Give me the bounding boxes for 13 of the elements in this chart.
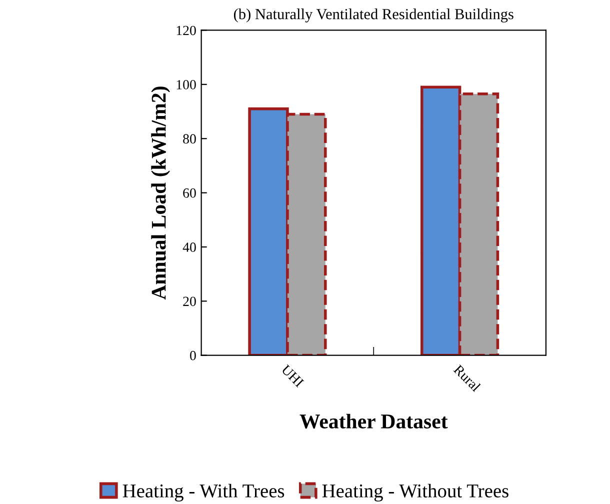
- y-tick-label: 100: [176, 80, 196, 90]
- y-tick-label: 20: [183, 296, 196, 306]
- y-tick-label: 120: [176, 26, 196, 36]
- y-tick-label: 40: [182, 242, 196, 252]
- legend-label: Heating - Without Trees: [322, 484, 508, 502]
- legend-label: Heating - With Trees: [122, 484, 284, 502]
- x-tick-label: UHI: [280, 364, 304, 388]
- y-axis-title: Annual Load (kWh/m2): [151, 86, 170, 300]
- x-axis-title: Weather Dataset: [300, 414, 448, 429]
- y-tick-label: 60: [183, 188, 196, 198]
- y-tick-label: 80: [183, 134, 196, 144]
- chart-title: (b) Naturally Ventilated Residential Buildings: [234, 8, 514, 22]
- y-tick-label: 0: [190, 350, 196, 360]
